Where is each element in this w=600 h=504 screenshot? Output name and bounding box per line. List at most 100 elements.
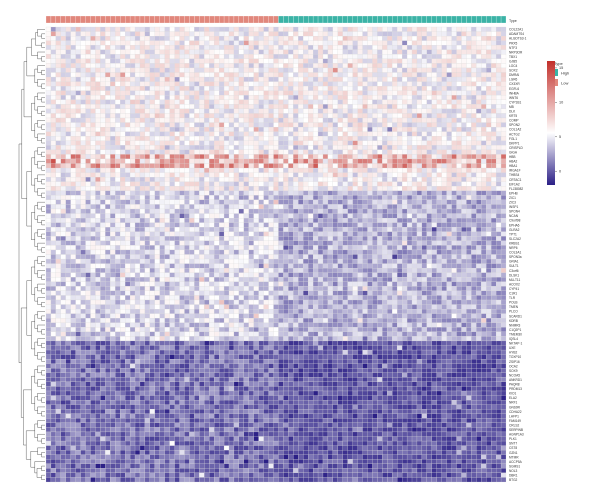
heatmap-cell: [491, 204, 497, 210]
annotation-cell-high: [387, 15, 393, 24]
heatmap-cell: [451, 40, 457, 46]
heatmap-cell: [377, 122, 383, 128]
heatmap-cell: [491, 63, 497, 69]
heatmap-cell: [476, 136, 482, 141]
heatmap-cell: [278, 181, 284, 187]
heatmap-cell: [139, 190, 146, 196]
heatmap-cell: [303, 231, 309, 237]
heatmap-cell: [317, 131, 324, 137]
heatmap-cell: [268, 104, 274, 109]
heatmap-cell: [327, 26, 333, 32]
heatmap-cell: [174, 199, 180, 205]
annotation-cell-low: [199, 15, 205, 24]
heatmap-cell: [446, 240, 452, 246]
heatmap-cell: [377, 108, 383, 114]
heatmap-cell: [95, 117, 101, 123]
heatmap-cell: [169, 245, 175, 251]
heatmap-cell: [129, 140, 136, 146]
heatmap-cell: [233, 240, 240, 246]
heatmap-cell: [441, 117, 447, 123]
heatmap-cell: [377, 186, 383, 191]
heatmap-cell: [75, 186, 81, 191]
heatmap-cell: [55, 249, 61, 255]
heatmap-cell: [303, 40, 309, 46]
heatmap-cell: [268, 31, 274, 37]
heatmap-cell: [431, 122, 437, 128]
heatmap-cell: [387, 76, 393, 82]
heatmap-cell: [387, 245, 393, 251]
heatmap-cell: [90, 167, 96, 173]
heatmap-cell: [184, 158, 190, 164]
heatmap-cell: [406, 26, 413, 32]
heatmap-cell: [416, 136, 423, 141]
heatmap-cell: [268, 126, 274, 132]
heatmap-cell: [233, 145, 240, 150]
heatmap-cell: [45, 231, 52, 237]
heatmap-cell: [476, 113, 482, 119]
dendrogram-branch: [41, 261, 45, 267]
heatmap-cell: [204, 67, 210, 73]
heatmap-cell: [268, 54, 274, 59]
heatmap-cell: [397, 213, 403, 219]
heatmap-cell: [263, 249, 269, 255]
heatmap-cell: [298, 126, 304, 132]
heatmap-cell: [55, 113, 61, 119]
heatmap-cell: [263, 26, 269, 32]
heatmap-cell: [406, 131, 413, 137]
heatmap-cell: [500, 131, 507, 137]
heatmap-cell: [199, 140, 205, 146]
heatmap-cell: [496, 35, 502, 41]
annotation-cell-low: [139, 15, 146, 24]
heatmap-cell: [466, 231, 472, 237]
heatmap-cell: [362, 249, 368, 255]
heatmap-cell: [362, 227, 368, 232]
heatmap-cell: [426, 167, 432, 173]
heatmap-cell: [367, 67, 373, 73]
heatmap-cell: [55, 126, 61, 132]
heatmap-cell: [60, 199, 66, 205]
heatmap-cell: [70, 45, 76, 50]
heatmap-cell: [471, 177, 477, 182]
heatmap-cell: [273, 231, 279, 237]
heatmap-cell: [288, 208, 294, 214]
heatmap-cell: [278, 154, 284, 160]
heatmap-cell: [154, 67, 160, 73]
heatmap-cell: [209, 90, 215, 96]
dendrogram-branch: [41, 179, 45, 185]
heatmap-cell: [406, 177, 413, 182]
heatmap-cell: [313, 249, 319, 255]
heatmap-cell: [426, 181, 432, 187]
heatmap-cell: [238, 122, 244, 128]
heatmap-cell: [194, 236, 200, 241]
heatmap-cell: [154, 95, 160, 100]
heatmap-cell: [451, 227, 457, 232]
heatmap-cell: [194, 190, 200, 196]
heatmap-cell: [95, 186, 101, 191]
heatmap-cell: [199, 213, 205, 219]
heatmap-cell: [421, 140, 427, 146]
heatmap-cell: [194, 158, 200, 164]
heatmap-cell: [387, 190, 393, 196]
heatmap-cell: [263, 113, 269, 119]
heatmap-cell: [228, 58, 235, 64]
heatmap-cell: [189, 172, 195, 178]
heatmap-cell: [268, 177, 274, 182]
heatmap-cell: [134, 245, 141, 251]
heatmap-cell: [298, 199, 304, 205]
dendrogram-branch: [41, 124, 45, 130]
heatmap-cell: [278, 190, 284, 196]
heatmap-cell: [317, 204, 324, 210]
heatmap-cell: [406, 208, 413, 214]
heatmap-cell: [476, 58, 482, 64]
heatmap-cell: [120, 204, 126, 210]
heatmap-cell: [189, 181, 195, 187]
heatmap-cell: [263, 222, 269, 228]
heatmap-cell: [258, 54, 264, 59]
heatmap-cell: [283, 154, 289, 160]
heatmap-cell: [238, 45, 244, 50]
heatmap-cell: [199, 72, 205, 78]
heatmap-cell: [486, 245, 492, 251]
heatmap-cell: [223, 195, 230, 201]
heatmap-cell: [288, 258, 294, 264]
heatmap-cell: [406, 227, 413, 232]
